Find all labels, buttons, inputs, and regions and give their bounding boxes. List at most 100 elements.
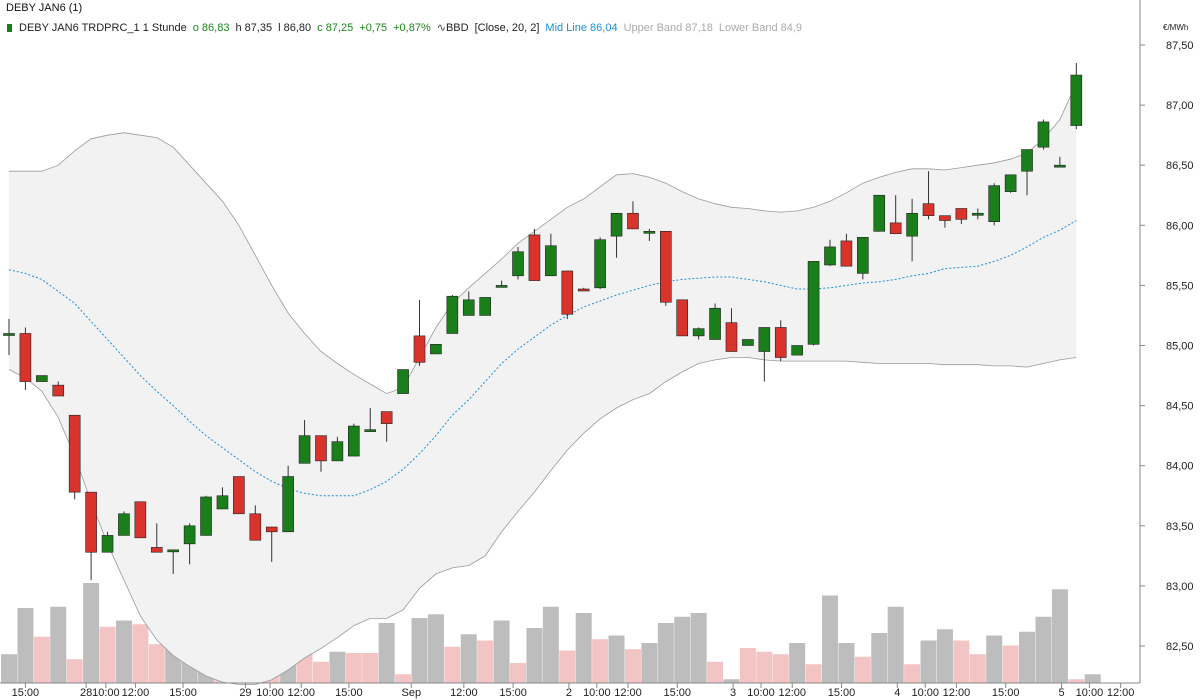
x-tick-label: 15:00 [12, 687, 40, 699]
candle-up [791, 345, 803, 356]
volume-bar [920, 640, 937, 683]
candle-down [380, 411, 393, 424]
volume-bar [1, 654, 17, 683]
x-tick-label: 4 [894, 687, 900, 699]
x-tick-label: 12:00 [450, 687, 478, 699]
change-pct-value: +0,87% [393, 21, 431, 34]
candle-up [495, 285, 508, 288]
volume-bar [1051, 589, 1068, 683]
volume-bar [986, 635, 1003, 683]
x-axis-ticks: 15:00 28 10:00 12:00 15:00 29 10:00 12:00 15:00 S… [12, 683, 1134, 699]
volume-bar [148, 644, 165, 683]
volume-bar [115, 620, 132, 683]
volume-bar [33, 636, 50, 683]
candle-up [1004, 174, 1017, 192]
candle-up [512, 251, 524, 277]
candlestick-icon [6, 23, 13, 33]
x-tick-label: 10:00 [256, 687, 284, 699]
candle-up [430, 343, 442, 355]
candle-up [282, 476, 294, 533]
volume-bar [592, 639, 609, 683]
bollinger-upper-line [9, 83, 1077, 395]
candle-up [183, 525, 196, 545]
volume-bar [936, 629, 953, 683]
candle-up [397, 369, 409, 394]
y-tick-label: 84,50 [1166, 401, 1194, 413]
volume-bar [345, 653, 362, 683]
candle-down [577, 288, 590, 292]
candle-up [873, 194, 886, 232]
candle-down [676, 299, 689, 337]
open-value: o 86,83 [192, 21, 230, 34]
candle-up [479, 297, 491, 316]
volume-bar [1035, 616, 1052, 683]
candle-up [1070, 74, 1083, 126]
candle-up [906, 212, 918, 237]
x-tick-label: 12:00 [778, 687, 806, 699]
candle-down [627, 212, 639, 230]
candle-up [692, 328, 705, 337]
y-tick-label: 82,50 [1166, 641, 1194, 653]
volume-bar [723, 679, 740, 683]
candle-down [659, 231, 672, 303]
volume-bar [1084, 674, 1101, 683]
x-tick-label: 10:00 [92, 687, 120, 699]
upper-band-value: Upper Band 87,18 [623, 21, 713, 34]
mid-line-value: Mid Line 86,04 [545, 21, 618, 34]
indicator-params: [Close, 20, 2] [474, 21, 540, 34]
volume-bar [17, 608, 34, 683]
volume-bar [838, 643, 855, 683]
y-axis-unit: €/MWh [1163, 23, 1188, 32]
candle-down [315, 435, 327, 462]
volume-bar [542, 606, 559, 683]
x-tick-label: Sep [402, 687, 422, 699]
volume-bar [871, 633, 888, 683]
volume-bar [50, 606, 67, 683]
volume-bar [1019, 631, 1036, 683]
candle-up [1054, 164, 1066, 168]
volume-bar [904, 664, 921, 683]
candle-up [594, 239, 606, 289]
volume-bar [953, 640, 970, 683]
x-tick-label: 10:00 [747, 687, 775, 699]
volume-bar [608, 635, 625, 683]
volume-bar [789, 643, 806, 683]
candle-down [840, 240, 853, 267]
volume-bar [99, 626, 116, 683]
volume-bar [312, 661, 329, 683]
x-tick-label: 29 [239, 687, 251, 699]
volume-bar [526, 628, 543, 683]
candle-down [265, 526, 278, 533]
volume-bar [132, 624, 149, 683]
candle-up [857, 237, 869, 274]
x-tick-label: 15:00 [499, 687, 527, 699]
volume-bar [624, 649, 641, 683]
candle-up [3, 333, 15, 336]
candle-up [742, 339, 754, 346]
candle-up [446, 295, 459, 334]
x-tick-label: 15:00 [169, 687, 197, 699]
volume-bar [739, 648, 756, 683]
volume-bar [444, 646, 461, 683]
candle-up [971, 212, 984, 216]
volume-bar [969, 654, 986, 683]
volume-bar [805, 664, 822, 683]
candle-down [249, 513, 262, 541]
volume-bar [395, 674, 412, 683]
volume-bar [1068, 679, 1085, 683]
volume-bar [674, 616, 691, 683]
candle-up [364, 429, 377, 432]
candle-up [610, 212, 623, 237]
volume-bar [887, 606, 904, 683]
x-tick-label: 3 [730, 687, 736, 699]
candle-up [824, 246, 836, 266]
x-tick-label: 12:00 [122, 687, 150, 699]
candle-down [889, 222, 902, 235]
y-axis-ticks: 87,50 87,00 86,50 86,00 85,50 85,00 84,50 84,00… [1140, 40, 1194, 653]
ohlc-legend: DEBY JAN6 TRDPRC_1 1 Stunde o 86,83 h 87… [6, 21, 802, 34]
volume-bar [559, 650, 576, 683]
x-tick-label: 10:00 [911, 687, 939, 699]
volume-bar [411, 618, 428, 683]
bollinger-bands-indicator[interactable]: ∿BBD [436, 22, 469, 34]
